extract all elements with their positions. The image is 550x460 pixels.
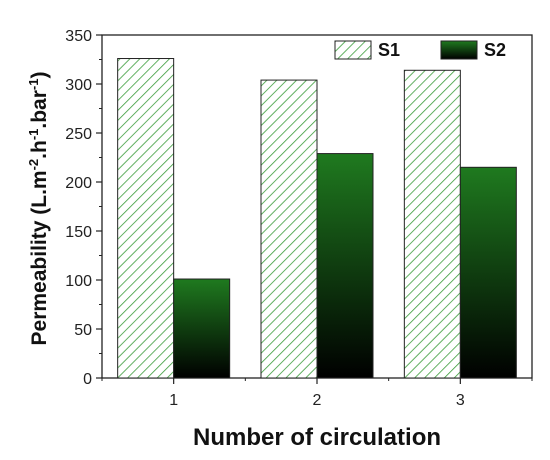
y-tick-label: 250 [65, 126, 92, 143]
bar-s2-2 [316, 153, 374, 379]
y-tick-label: 50 [74, 322, 92, 339]
y-axis: 0 50 100 150 200 250 300 350 [65, 28, 102, 388]
x-tick-label: 3 [456, 392, 465, 409]
x-tick-label: 1 [169, 392, 178, 409]
bar-s2-3 [459, 166, 517, 379]
y-axis-title-base: Permeability (L.m [28, 170, 51, 345]
x-axis: 1 2 3 [101, 378, 533, 409]
legend-label-s1: S1 [378, 40, 400, 60]
legend: S1 S2 [334, 40, 506, 60]
y-axis-title-mid2: .bar [28, 90, 51, 129]
y-axis-title-sup3: -1 [26, 79, 41, 91]
y-axis-title-mid1: .h [28, 140, 51, 159]
y-tick-label: 200 [65, 175, 92, 192]
bar-s1-1 [117, 58, 175, 379]
y-tick-label: 100 [65, 273, 92, 290]
y-tick-label: 150 [65, 224, 92, 241]
y-axis-title: Permeability (L.m-2.h-1.bar-1) [26, 72, 51, 346]
x-axis-title: Number of circulation [193, 424, 441, 451]
plot-area: 0 50 100 150 200 250 300 350 1 2 3 [65, 28, 533, 409]
x-tick-label: 2 [313, 392, 322, 409]
y-axis-title-end: ) [28, 72, 51, 79]
y-tick-label: 0 [83, 371, 92, 388]
y-axis-title-sup1: -2 [26, 159, 41, 171]
legend-swatch-s2 [440, 40, 478, 60]
y-axis-title-sup2: -1 [26, 129, 41, 141]
bar-s2-1 [173, 278, 231, 379]
y-tick-label: 300 [65, 77, 92, 94]
bar-s1-2 [260, 79, 318, 379]
bar-s1-3 [403, 69, 461, 379]
legend-swatch-s1 [334, 40, 372, 60]
legend-label-s2: S2 [484, 40, 506, 60]
bars [117, 58, 517, 379]
y-tick-label: 350 [65, 28, 92, 45]
